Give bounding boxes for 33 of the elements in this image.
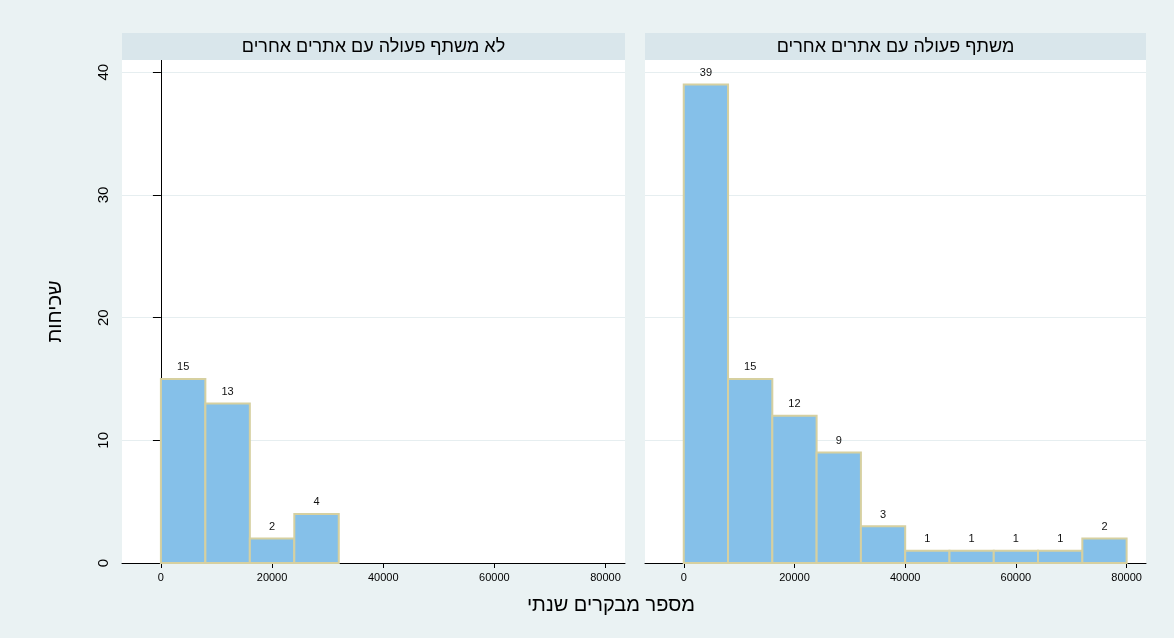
- x-tick-label: 80000: [590, 570, 621, 583]
- y-tick-label: 0: [94, 558, 111, 568]
- data-label: 13: [221, 385, 234, 398]
- x-tick-label: 20000: [779, 570, 810, 583]
- x-tick-label: 60000: [1000, 570, 1032, 583]
- chart-title: לא משתף פעולה עם אתרים אחרים: [122, 33, 625, 60]
- data-label: 15: [177, 360, 190, 373]
- chart-title: משתף פעולה עם אתרים אחרים: [645, 33, 1146, 60]
- data-label: 1: [968, 532, 975, 545]
- x-tick-label: 40000: [889, 570, 921, 583]
- x-tick-label: 20000: [256, 570, 288, 583]
- x-tick-label: 80000: [1111, 570, 1142, 583]
- data-label: 3: [879, 507, 887, 520]
- x-tick-label: 40000: [367, 570, 399, 583]
- data-label: 1: [1057, 532, 1064, 545]
- data-label: 1: [1012, 532, 1019, 545]
- data-label: 4: [313, 495, 320, 508]
- data-label: 12: [788, 397, 801, 410]
- y-tick-label: 10: [94, 431, 111, 449]
- data-label: 2: [1101, 519, 1108, 532]
- y-tick-label: 30: [94, 186, 111, 204]
- x-tick-label: 60000: [479, 570, 510, 583]
- data-label: 39: [699, 66, 713, 79]
- y-tick-label: 40: [94, 63, 111, 81]
- data-label: 1: [924, 532, 931, 545]
- data-label: 2: [269, 519, 276, 532]
- x-tick-label: 0: [680, 570, 687, 583]
- x-tick-label: 0: [157, 570, 164, 583]
- data-label: 9: [835, 434, 842, 447]
- x-axis-title: מספר מבקרים שנתי: [525, 593, 697, 616]
- y-tick-label: 20: [94, 309, 111, 326]
- data-label: 15: [744, 360, 757, 373]
- y-axis-title: שכיחות: [43, 280, 65, 343]
